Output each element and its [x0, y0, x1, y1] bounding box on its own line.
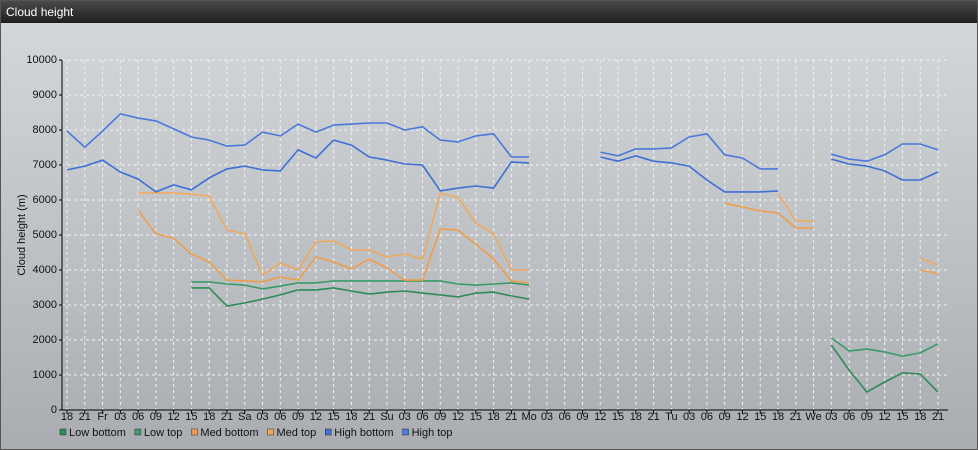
y-tick-label: 10000 — [26, 54, 57, 66]
x-tick-label: 18 — [203, 411, 215, 423]
series-line — [191, 287, 939, 393]
x-tick-label: Sa — [238, 411, 252, 423]
y-tick-label: 8000 — [33, 124, 57, 136]
x-tick-label: 09 — [719, 411, 731, 423]
x-tick-label: 09 — [576, 411, 588, 423]
x-tick-label: 09 — [150, 411, 162, 423]
x-tick-label: 03 — [399, 411, 411, 423]
x-tick-label: 03 — [541, 411, 553, 423]
legend-label: Low top — [144, 427, 183, 439]
legend-marker — [134, 428, 142, 436]
x-tick-label: 18 — [61, 411, 73, 423]
y-tick-label: 7000 — [33, 159, 57, 171]
x-tick-label: 15 — [896, 411, 908, 423]
x-tick-label: 15 — [754, 411, 766, 423]
x-tick-label: 15 — [328, 411, 340, 423]
x-tick-label: 21 — [363, 411, 375, 423]
x-tick-label: 09 — [434, 411, 446, 423]
legend-label: Low bottom — [69, 427, 126, 439]
x-tick-label: 21 — [221, 411, 233, 423]
legend-marker — [59, 428, 67, 436]
x-tick-label: 09 — [861, 411, 873, 423]
legend-label: High bottom — [334, 427, 393, 439]
x-tick-label: Tu — [665, 411, 677, 423]
x-tick-label: 03 — [683, 411, 695, 423]
x-tick-label: 06 — [701, 411, 713, 423]
y-axis-label: Cloud height (m) — [16, 194, 28, 275]
x-tick-label: 12 — [879, 411, 891, 423]
x-tick-label: 06 — [843, 411, 855, 423]
x-tick-label: 06 — [559, 411, 571, 423]
y-tick-label: 5000 — [33, 229, 57, 241]
legend-label: High top — [412, 427, 453, 439]
x-tick-label: 21 — [505, 411, 517, 423]
panel-title: Cloud height — [1, 1, 977, 23]
x-tick-label: 18 — [914, 411, 926, 423]
x-tick-label: 15 — [470, 411, 482, 423]
x-tick-label: 03 — [825, 411, 837, 423]
y-tick-label: 6000 — [33, 194, 57, 206]
legend-marker — [267, 428, 274, 436]
y-tick-label: 4000 — [33, 264, 57, 276]
x-tick-label: 18 — [630, 411, 642, 423]
y-tick-label: 0 — [51, 404, 57, 416]
x-tick-label: Fr — [97, 411, 108, 423]
x-tick-label: 18 — [345, 411, 357, 423]
x-tick-label: 21 — [79, 411, 91, 423]
x-tick-label: 21 — [647, 411, 659, 423]
series-line — [138, 192, 939, 276]
y-tick-label: 3000 — [33, 299, 57, 311]
x-tick-label: 06 — [416, 411, 428, 423]
x-tick-label: 12 — [452, 411, 464, 423]
x-tick-label: 06 — [132, 411, 144, 423]
legend-marker — [325, 428, 332, 436]
legend-marker — [191, 428, 198, 436]
x-tick-label: 06 — [274, 411, 286, 423]
x-tick-label: 15 — [612, 411, 624, 423]
legend-marker — [402, 428, 409, 436]
y-tick-label: 1000 — [33, 369, 57, 381]
x-tick-label: Mo — [522, 411, 537, 423]
x-tick-label: Su — [380, 411, 393, 423]
x-tick-label: 21 — [790, 411, 802, 423]
x-tick-label: 18 — [487, 411, 499, 423]
y-tick-label: 9000 — [33, 89, 57, 101]
x-tick-label: 12 — [168, 411, 180, 423]
x-tick-label: 18 — [772, 411, 784, 423]
x-tick-label: 12 — [736, 411, 748, 423]
x-tick-label: 03 — [256, 411, 268, 423]
series-line — [191, 280, 939, 357]
x-tick-label: 12 — [310, 411, 322, 423]
series-line — [66, 113, 939, 170]
x-tick-label: 03 — [114, 411, 126, 423]
x-tick-label: 21 — [932, 411, 944, 423]
x-tick-label: We — [805, 411, 821, 423]
legend-label: Med top — [277, 427, 317, 439]
x-tick-label: 09 — [292, 411, 304, 423]
x-tick-label: 15 — [185, 411, 197, 423]
series-line — [137, 202, 939, 284]
legend-label: Med bottom — [200, 427, 258, 439]
x-tick-label: 12 — [594, 411, 606, 423]
y-tick-label: 2000 — [33, 334, 57, 346]
series-line — [66, 139, 939, 193]
